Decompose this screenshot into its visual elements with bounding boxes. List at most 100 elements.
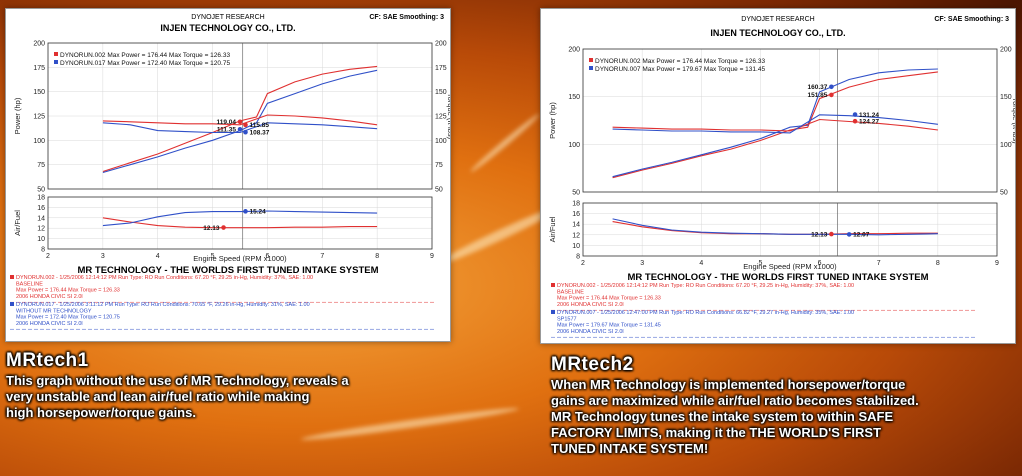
description-line: FACTORY LIMITS, making it the THE WORLD'…: [551, 425, 882, 440]
upper-plot-frame: [582, 48, 998, 193]
series-power-DYNORUN.007: [612, 68, 938, 178]
run-info-line: 2006 HONDA CIVIC SI 2.0l: [16, 294, 83, 300]
x-tick-label: 5: [211, 253, 215, 260]
x-tick-label: 8: [375, 253, 379, 260]
annotation-label: 111.35: [217, 127, 237, 134]
y-right-tick-label: 100: [1000, 142, 1012, 149]
annotation-dot: [221, 225, 226, 230]
y-tick-label: 50: [572, 190, 580, 197]
run-info-swatch: [551, 310, 555, 314]
run-info-line: Max Power = 176.44 Max Torque = 126.33: [557, 296, 661, 302]
legend-entry: DYNORUN.002 Max Power = 176.44 Max Torqu…: [60, 52, 230, 59]
description-line: When MR Technology is implemented horsep…: [551, 377, 906, 392]
run-info-line: BASELINE: [557, 289, 584, 295]
lower-plot-frame: [582, 202, 998, 257]
x-tick-label: 4: [156, 253, 160, 260]
run-info-line: DYNORUN.017 - 1/25/2006 3:11:12 PM Run T…: [16, 302, 310, 308]
y-right-tick-label: 150: [435, 89, 447, 96]
x-tick-label: 2: [581, 260, 585, 267]
annotation-dot: [243, 122, 248, 128]
light-streak: [468, 111, 542, 175]
company-label: DYNOJET RESEARCH: [191, 14, 264, 21]
description-line: high horsepower/torque gains.: [6, 405, 196, 420]
annotation-dot: [237, 126, 243, 132]
x-tick-label: 3: [640, 260, 644, 267]
lower-plot-frame: [47, 196, 433, 250]
description-line: This graph without the use of MR Technol…: [6, 373, 349, 388]
y-tick-label: 100: [568, 142, 580, 149]
series-torque-DYNORUN.002: [612, 118, 938, 132]
y-tick-label: 14: [37, 215, 45, 222]
y-tick-label: 14: [572, 222, 580, 229]
y-tick-label: 150: [33, 89, 45, 96]
run-info-swatch: [10, 302, 14, 306]
series-airfuel-DYNORUN.007: [612, 218, 938, 236]
y-tick-label: 16: [572, 211, 580, 218]
description-line: very unstable and lean air/fuel ratio wh…: [6, 389, 310, 404]
annotation-dot: [852, 112, 858, 117]
series-power-DYNORUN.002: [102, 65, 378, 173]
cf-label: CF: SAE Smoothing: 3: [934, 16, 1009, 23]
x-tick-label: 6: [265, 253, 269, 260]
x-tick-label: 7: [877, 260, 881, 267]
description-heading: MRtech2: [551, 354, 634, 375]
x-tick-label: 7: [320, 253, 324, 260]
x-axis-label: Engine Speed (RPM x1000): [193, 254, 287, 263]
annotation-dot: [243, 129, 248, 135]
series-airfuel-DYNORUN.002: [102, 217, 378, 229]
y-tick-label: 100: [33, 138, 45, 145]
run-info-line: Max Power = 176.44 Max Torque = 126.33: [16, 288, 120, 294]
annotation-label: 151.85: [808, 92, 828, 99]
run-info-line: DYNORUN.007 - 1/25/2006 12:47:00 PM Run …: [557, 310, 854, 316]
description-line: gains are maximized while air/fuel ratio…: [551, 393, 919, 408]
y-tick-label: 200: [568, 47, 580, 54]
x-tick-label: 4: [699, 260, 703, 267]
annotation-label: 124.27: [859, 118, 879, 125]
run-info-line: 2006 HONDA CIVIC SI 2.0l: [557, 329, 624, 335]
series-airfuel-DYNORUN.017: [102, 210, 378, 227]
y-axis-label-airfuel: Air/Fuel: [548, 216, 557, 242]
description-block-2: MRtech2 When MR Technology is implemente…: [551, 354, 1021, 456]
legend-swatch: [589, 58, 593, 62]
y-tick-label: 18: [37, 195, 45, 202]
x-axis-label: Engine Speed (RPM x1000): [743, 262, 837, 271]
y-tick-label: 75: [37, 162, 45, 169]
description-heading: MRtech1: [6, 350, 89, 371]
y-tick-label: 16: [37, 205, 45, 212]
y-tick-label: 8: [41, 247, 45, 254]
y-tick-label: 10: [37, 236, 45, 243]
annotation-label: 12.13: [811, 231, 828, 238]
run-info-line: Max Power = 179.67 Max Torque = 131.45: [557, 323, 661, 329]
x-tick-label: 9: [430, 253, 434, 260]
y-axis-label-right: Torque (ft-lbs): [446, 93, 450, 140]
run-info-swatch: [10, 275, 14, 279]
x-tick-label: 2: [46, 253, 50, 260]
y-tick-label: 200: [33, 41, 45, 48]
annotation-label: 119.04: [216, 119, 236, 126]
y-tick-label: 150: [568, 94, 580, 101]
x-tick-label: 3: [101, 253, 105, 260]
x-tick-label: 8: [936, 260, 940, 267]
run-info-line: Max Power = 172.40 Max Torque = 120.75: [16, 315, 120, 321]
y-right-tick-label: 100: [435, 138, 447, 145]
annotation-label: 15.24: [249, 209, 266, 216]
annotation-label: 160.37: [808, 84, 828, 91]
annotation-dot: [829, 92, 834, 98]
y-right-tick-label: 200: [1000, 47, 1012, 54]
run-info-swatch: [551, 283, 555, 287]
run-info-line: BASELINE: [16, 281, 43, 287]
y-tick-label: 175: [33, 65, 45, 72]
series-torque-DYNORUN.002: [102, 114, 378, 126]
y-right-tick-label: 175: [435, 65, 447, 72]
y-axis-label-airfuel: Air/Fuel: [13, 210, 22, 236]
y-right-tick-label: 150: [1000, 94, 1012, 101]
chart-caption: MR TECHNOLOGY - THE WORLDS FIRST TUNED I…: [77, 265, 378, 276]
series-power-DYNORUN.002: [612, 71, 938, 179]
y-right-tick-label: 125: [435, 114, 447, 121]
series-power-DYNORUN.017: [102, 69, 378, 174]
chart-caption: MR TECHNOLOGY - THE WORLDS FIRST TUNED I…: [627, 272, 928, 283]
y-right-tick-label: 75: [435, 162, 443, 169]
legend-swatch: [54, 60, 58, 64]
dyno-chart-svg-2: DYNOJET RESEARCH INJEN TECHNOLOGY CO., L…: [548, 16, 1015, 338]
run-info-line: 2006 HONDA CIVIC SI 2.0l: [16, 321, 83, 327]
